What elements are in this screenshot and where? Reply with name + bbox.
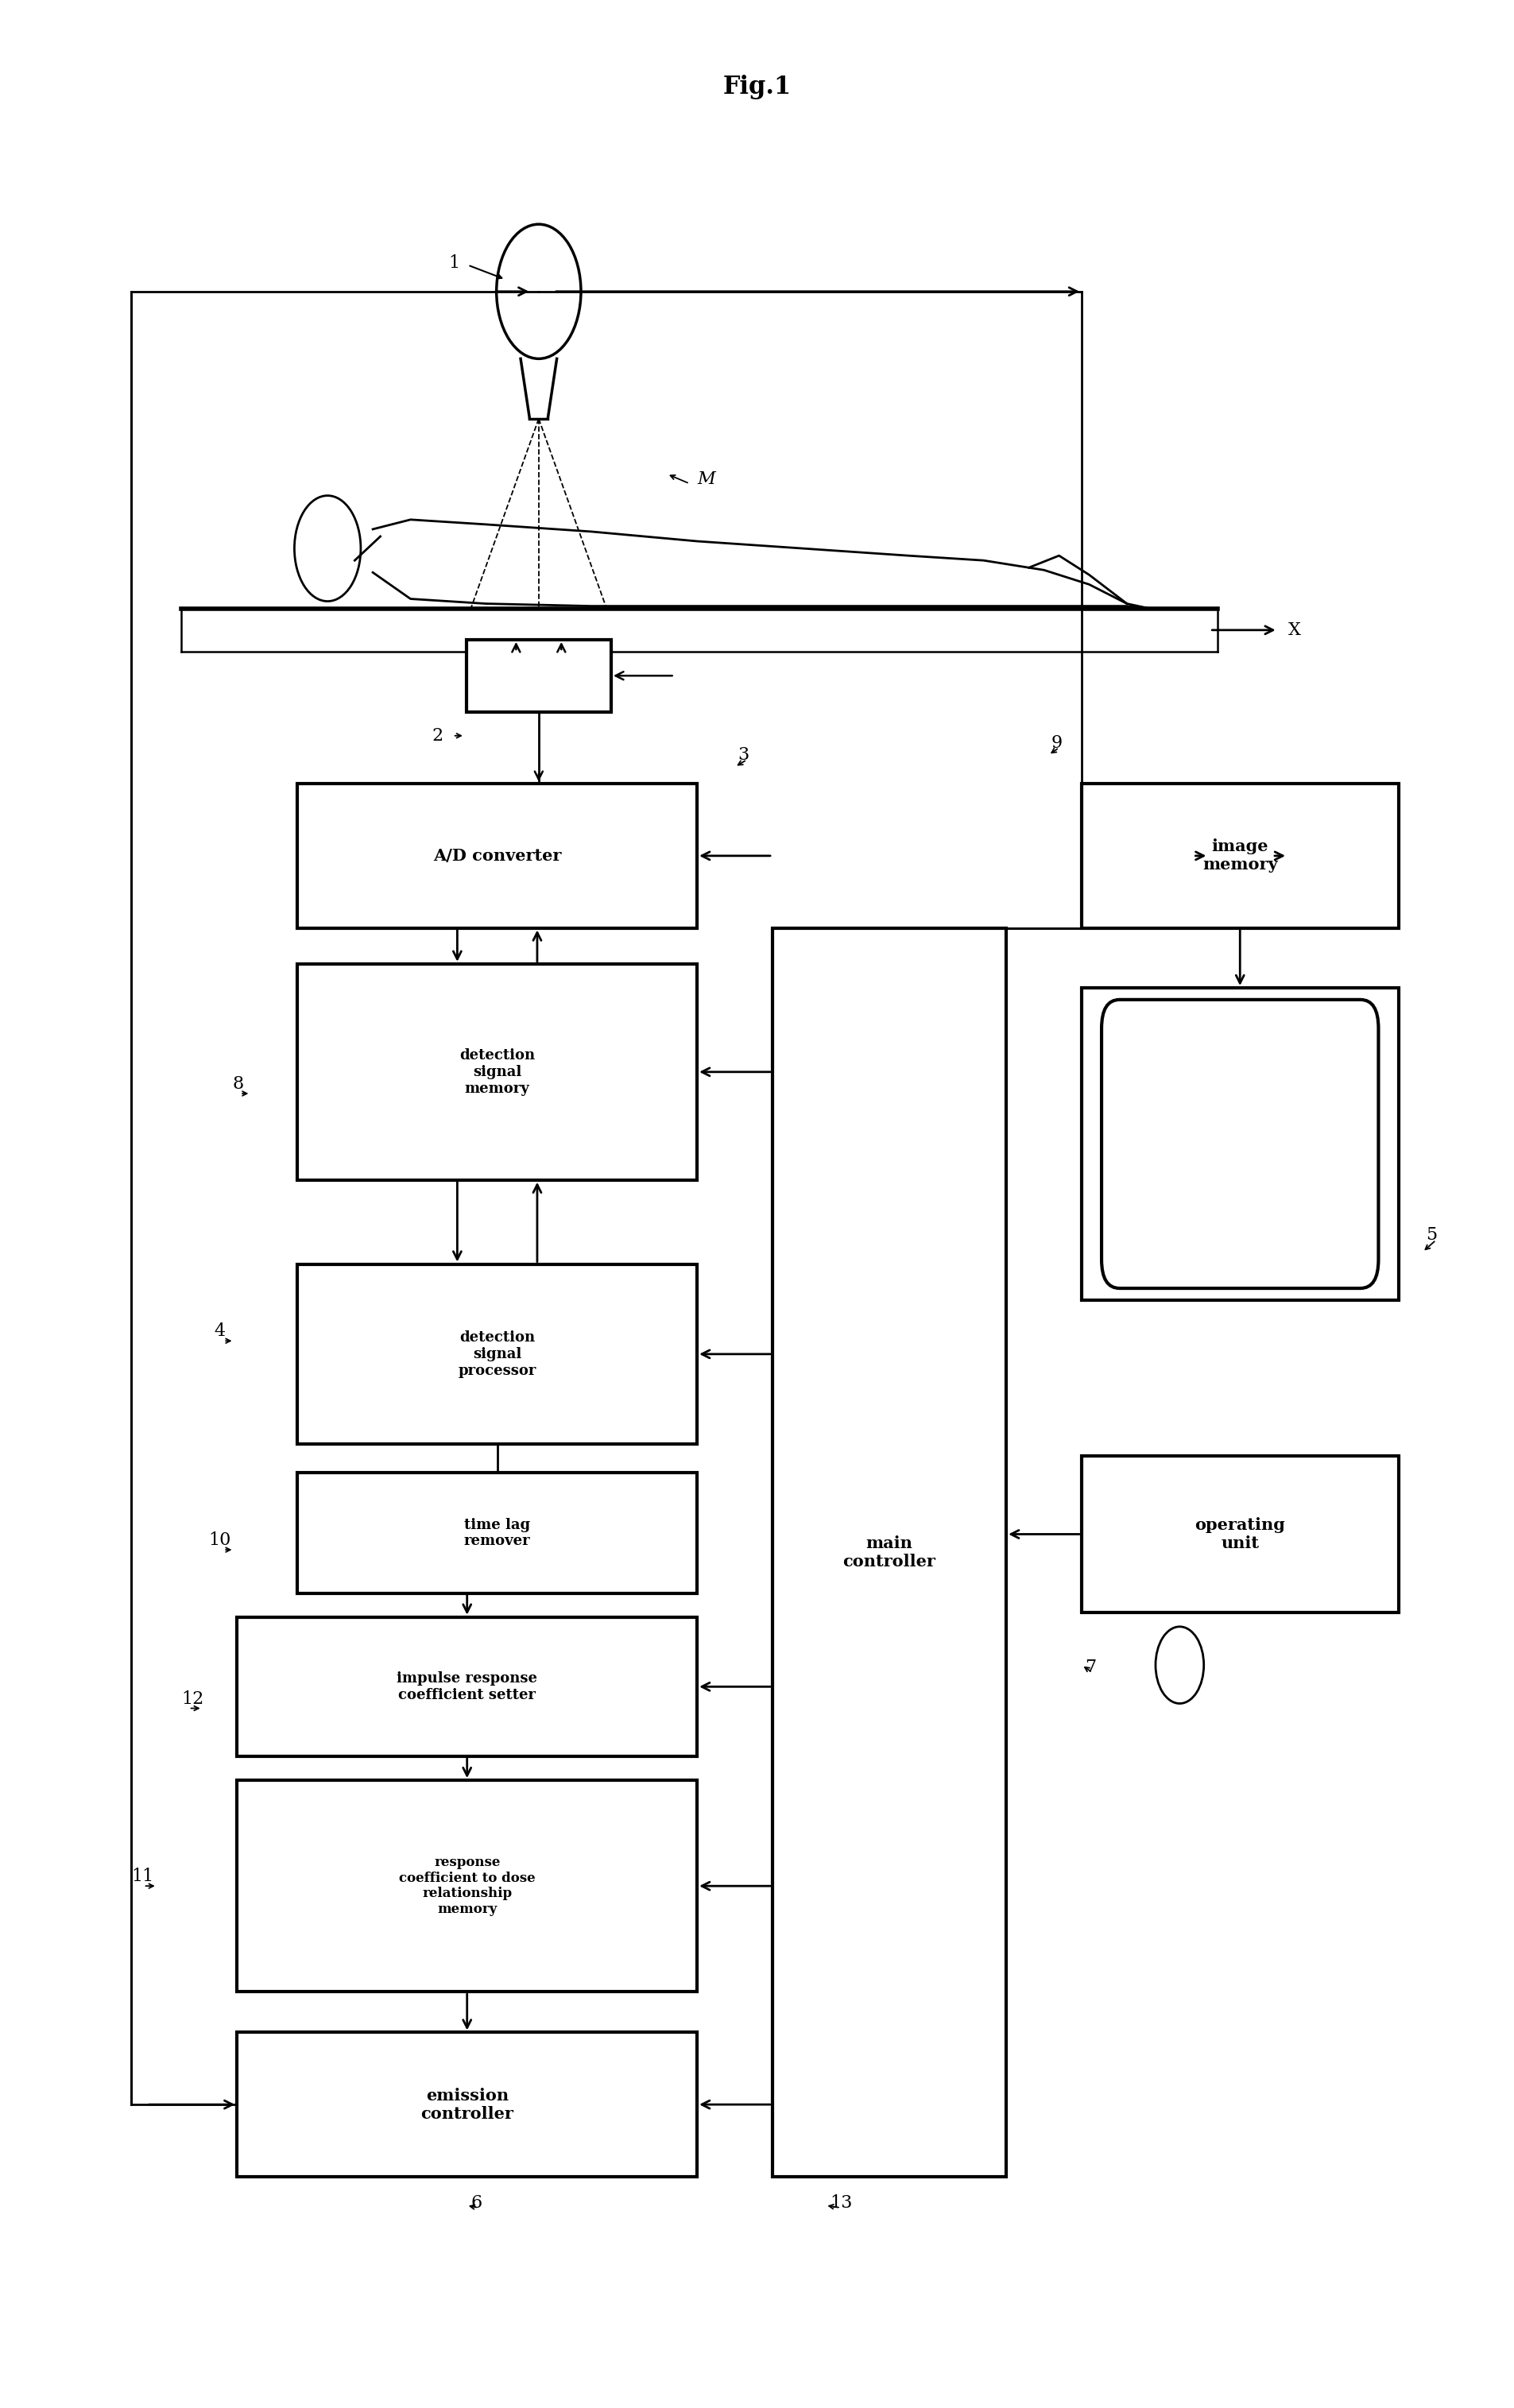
Text: 10: 10 — [209, 1531, 230, 1548]
Text: 8: 8 — [233, 1076, 244, 1093]
Text: 2: 2 — [431, 727, 442, 744]
FancyBboxPatch shape — [297, 783, 696, 927]
Text: 6: 6 — [471, 2194, 481, 2213]
Text: impulse response
coefficient setter: impulse response coefficient setter — [397, 1671, 537, 1702]
Text: emission
controller: emission controller — [421, 2088, 513, 2121]
Text: 9: 9 — [1051, 734, 1063, 751]
FancyBboxPatch shape — [1081, 1457, 1397, 1613]
FancyBboxPatch shape — [238, 2032, 696, 2177]
Text: X: X — [1287, 621, 1301, 638]
Text: 5: 5 — [1425, 1226, 1435, 1245]
Text: response
coefficient to dose
relationship
memory: response coefficient to dose relationshi… — [398, 1857, 534, 1917]
FancyBboxPatch shape — [1081, 783, 1397, 927]
Text: detection
signal
processor: detection signal processor — [457, 1329, 536, 1377]
Text: detection
signal
memory: detection signal memory — [459, 1047, 534, 1096]
Text: 1: 1 — [448, 253, 459, 272]
FancyBboxPatch shape — [466, 641, 610, 713]
FancyBboxPatch shape — [1081, 987, 1397, 1300]
Text: 4: 4 — [215, 1322, 226, 1339]
Text: main
controller: main controller — [842, 1534, 936, 1570]
FancyBboxPatch shape — [238, 1780, 696, 1991]
FancyBboxPatch shape — [772, 927, 1005, 2177]
FancyBboxPatch shape — [1101, 999, 1378, 1288]
Text: 3: 3 — [737, 746, 749, 763]
Text: 7: 7 — [1084, 1659, 1095, 1676]
FancyBboxPatch shape — [238, 1618, 696, 1755]
Text: 11: 11 — [132, 1869, 154, 1885]
Text: A/D converter: A/D converter — [433, 848, 562, 864]
Text: Fig.1: Fig.1 — [722, 75, 792, 99]
Text: time lag
remover: time lag remover — [463, 1517, 530, 1548]
Text: 12: 12 — [182, 1690, 203, 1707]
FancyBboxPatch shape — [297, 1264, 696, 1445]
Text: operating
unit: operating unit — [1195, 1517, 1284, 1551]
FancyBboxPatch shape — [297, 963, 696, 1180]
Text: M: M — [696, 470, 715, 486]
Text: 13: 13 — [830, 2194, 852, 2213]
FancyBboxPatch shape — [297, 1474, 696, 1594]
Text: image
memory: image memory — [1202, 838, 1276, 874]
